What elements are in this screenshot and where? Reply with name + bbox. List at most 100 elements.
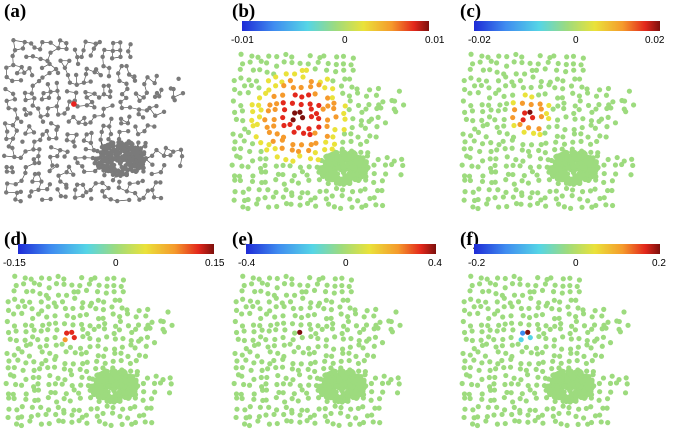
heat-node [485, 196, 491, 202]
heat-node [461, 299, 467, 305]
heat-node [492, 117, 498, 123]
heat-node [84, 368, 90, 375]
heat-node [62, 305, 68, 312]
heat-node [262, 162, 268, 169]
heat-node [619, 97, 625, 104]
heat-node [298, 142, 305, 148]
heat-node [268, 322, 274, 328]
heat-node [237, 66, 243, 72]
heat-node [317, 166, 323, 172]
heat-node [336, 422, 342, 429]
heat-node [366, 102, 372, 108]
heat-node [395, 375, 401, 381]
heat-node [534, 172, 540, 178]
graph-node [27, 124, 32, 129]
heat-node [495, 361, 501, 367]
graph-node [178, 163, 183, 169]
heat-node [104, 403, 110, 409]
heat-node [23, 342, 30, 349]
heat-node [263, 337, 269, 343]
graph-node [125, 128, 131, 134]
heat-node [322, 413, 328, 419]
heat-node [542, 66, 548, 72]
heat-node [258, 288, 264, 294]
heat-node [35, 311, 42, 317]
heat-node [292, 313, 298, 319]
heat-node [598, 419, 604, 425]
heat-node [588, 122, 594, 128]
heat-node [127, 360, 133, 367]
heat-node [533, 283, 539, 289]
graph-node [73, 90, 79, 95]
heat-node [604, 396, 611, 402]
heat-node [329, 146, 335, 152]
graph-node [145, 123, 150, 128]
graph-node [80, 182, 86, 187]
heat-node [475, 298, 482, 304]
heat-node [347, 382, 353, 388]
heat-node [572, 389, 578, 395]
heat-node [337, 157, 344, 163]
heat-node [533, 366, 539, 372]
graph-node [108, 197, 113, 202]
heat-node [299, 169, 306, 175]
heat-node [238, 75, 244, 81]
heat-node [363, 177, 369, 183]
panel-a: (a) [1, 1, 186, 204]
heat-node [566, 358, 572, 364]
heat-node [290, 337, 296, 343]
heat-node [573, 413, 579, 419]
heat-node [77, 345, 84, 351]
heat-node [590, 173, 596, 179]
heat-node [518, 201, 524, 207]
heat-node [568, 297, 574, 303]
heat-node [556, 410, 562, 417]
heat-node [521, 71, 528, 77]
heat-node [526, 305, 532, 312]
heat-node [250, 173, 256, 179]
heat-node [469, 328, 475, 334]
heat-node [379, 380, 386, 386]
heat-node [31, 327, 37, 333]
heat-node [321, 365, 327, 372]
colorbar-e-tick-min: -0.4 [238, 258, 256, 269]
heat-node [577, 196, 583, 202]
graph-node [83, 39, 88, 44]
heat-node [38, 421, 45, 427]
colorbar-e-tick-mid: 0 [343, 258, 349, 269]
heat-node [503, 189, 509, 195]
heat-node [513, 51, 519, 58]
graph-node [118, 99, 123, 105]
heat-node [359, 204, 365, 210]
heat-node [550, 413, 556, 419]
heat-node [550, 289, 557, 295]
heat-node [475, 205, 481, 212]
graph-node [81, 138, 87, 143]
graph-node [104, 157, 109, 163]
heat-node [487, 327, 493, 333]
heat-node [460, 350, 466, 357]
heat-node [519, 54, 525, 60]
heat-node [357, 385, 363, 391]
heat-node [539, 412, 545, 418]
heat-node [13, 381, 19, 388]
graph-node [32, 45, 37, 50]
heat-node [333, 114, 339, 120]
heat-node [75, 289, 81, 295]
heat-node [331, 346, 337, 352]
heat-node [266, 421, 273, 427]
heat-node [141, 412, 147, 418]
heat-node [398, 172, 404, 178]
graph-node [162, 162, 167, 168]
heat-node [313, 110, 320, 117]
heat-node [292, 330, 298, 336]
heat-node [522, 92, 528, 98]
heat-node [353, 395, 360, 401]
heat-node [543, 110, 550, 117]
heat-node [374, 105, 380, 112]
heat-node [603, 92, 610, 98]
heat-node [569, 187, 576, 193]
heat-node [291, 129, 297, 135]
heat-node [60, 418, 66, 424]
graph-node [48, 40, 53, 45]
